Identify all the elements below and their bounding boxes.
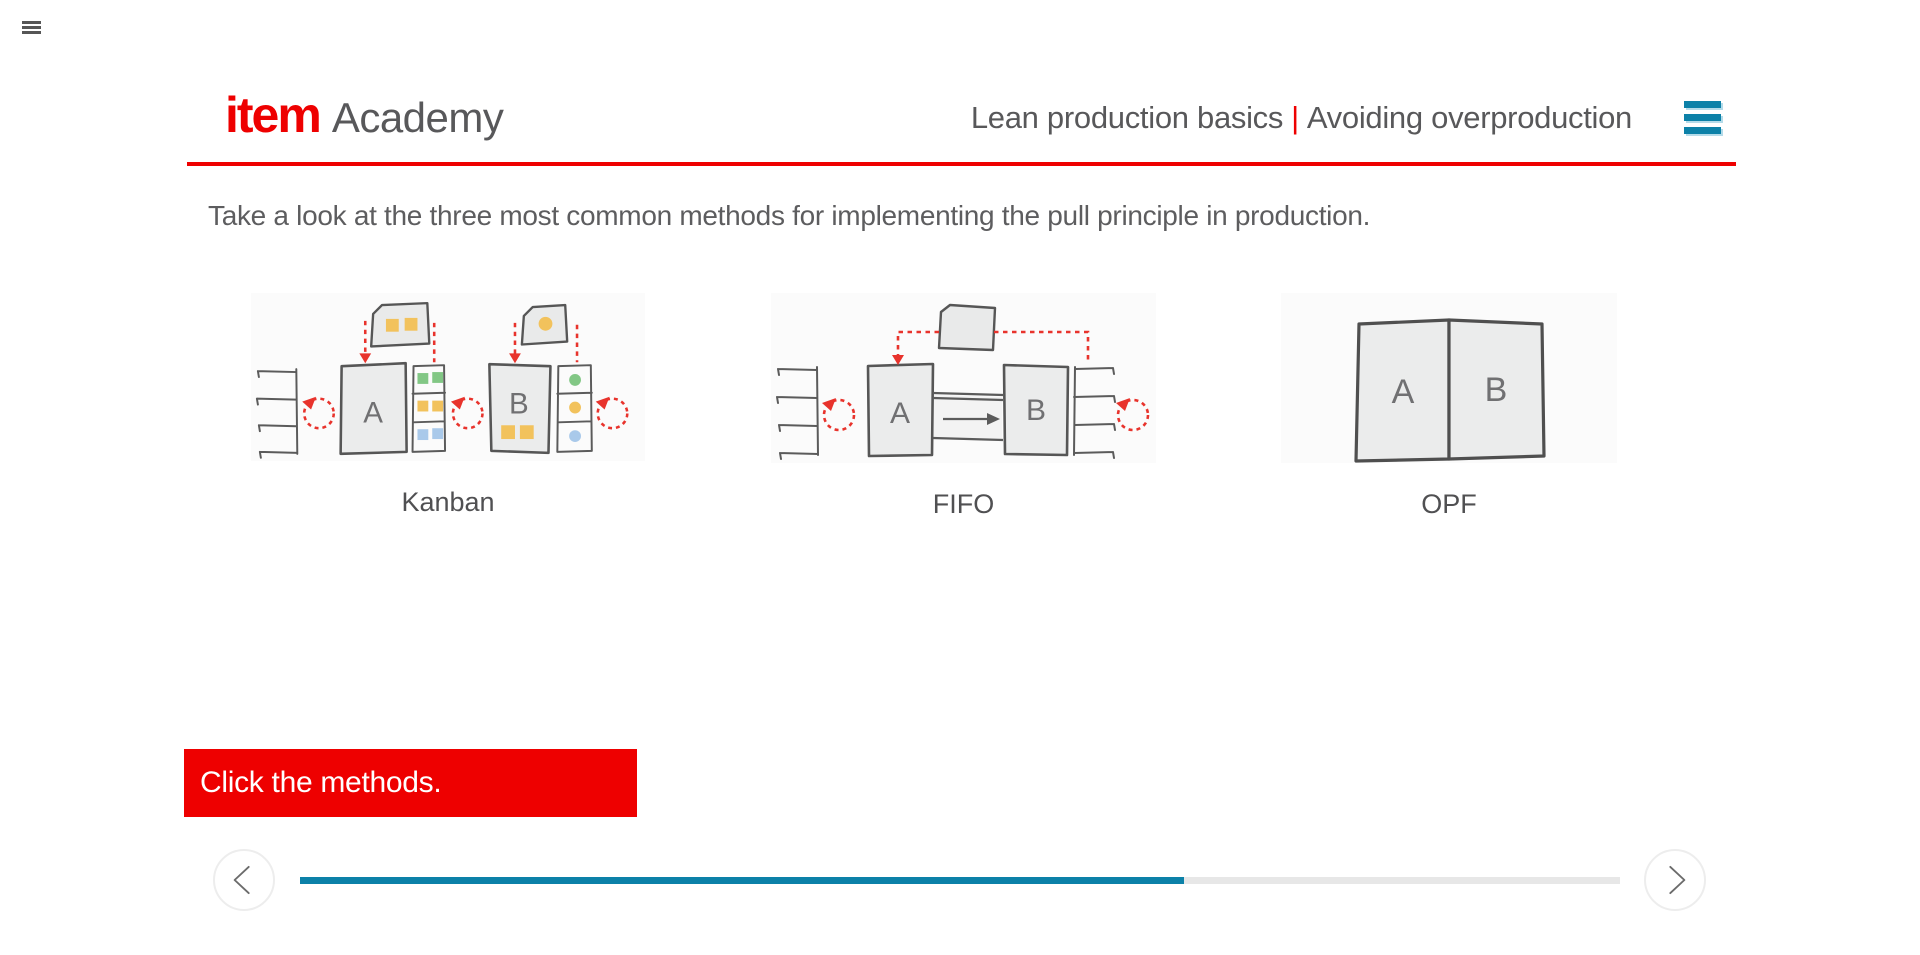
supermarket-rack-a [411, 364, 447, 453]
prompt-text: Click the methods. [200, 766, 442, 799]
prev-button[interactable] [213, 849, 275, 911]
replenish-cycle-icon [1116, 398, 1150, 432]
signal-flow-dashed-path [896, 330, 1090, 363]
chevron-left-icon [233, 865, 250, 895]
station-b-label: B [509, 387, 529, 420]
replenish-cycle-icon [450, 396, 484, 430]
logo-brand-text: item [225, 87, 322, 143]
fifo-diagram: A B [771, 293, 1156, 463]
station-b-label: B [1026, 394, 1046, 427]
method-label-fifo: FIFO [932, 489, 995, 519]
lesson-title: Avoiding overproduction [1306, 100, 1632, 135]
lesson-breadcrumb: Lean production basics | Avoiding overprod… [971, 100, 1632, 136]
kanban-diagram: A B [251, 293, 645, 461]
method-kanban[interactable]: A B Kanban [251, 293, 645, 518]
progress-fill [300, 877, 1185, 884]
replenish-cycle-icon [595, 396, 629, 430]
station-a-box [339, 361, 408, 456]
method-fifo[interactable]: A B FIFO [771, 293, 1156, 520]
chevron-right-icon [1669, 865, 1686, 895]
fifo-lane [934, 395, 1002, 440]
station-a-label: A [363, 396, 383, 429]
station-a-box [866, 362, 935, 458]
opf-diagram: A B [1281, 293, 1617, 463]
course-hamburger-menu-button[interactable] [1684, 101, 1721, 134]
next-button[interactable] [1644, 849, 1706, 911]
prompt-banner: Click the methods. [184, 749, 637, 817]
title-divider: | [1291, 100, 1299, 135]
station-b-box [1447, 318, 1546, 461]
supermarket-rack-b [556, 364, 593, 453]
station-b-box [1002, 363, 1070, 457]
header: item Academy Lean production basics | Avoid… [187, 0, 1736, 166]
method-opf[interactable]: A B OPF [1281, 293, 1617, 520]
kanban-card-a [369, 301, 431, 348]
course-title: Lean production basics [970, 100, 1284, 135]
replenish-cycle-icon [302, 396, 336, 430]
progress-bar [300, 877, 1620, 884]
method-label-opf: OPF [1421, 489, 1477, 519]
intro-text: Take a look at the three most common met… [208, 200, 1371, 231]
station-a-label: A [890, 397, 910, 430]
signal-card [937, 303, 997, 352]
brand-logo: item Academy [225, 86, 504, 144]
topbar-hamburger-menu-button[interactable] [22, 21, 42, 34]
hamburger-icon [22, 21, 41, 24]
station-a-label: A [1392, 373, 1415, 411]
logo-suffix-text: Academy [331, 94, 504, 141]
station-b-label: B [1485, 371, 1508, 409]
hamburger-icon [1684, 101, 1721, 108]
replenish-cycle-icon [822, 398, 856, 432]
method-label-kanban: Kanban [401, 487, 495, 517]
